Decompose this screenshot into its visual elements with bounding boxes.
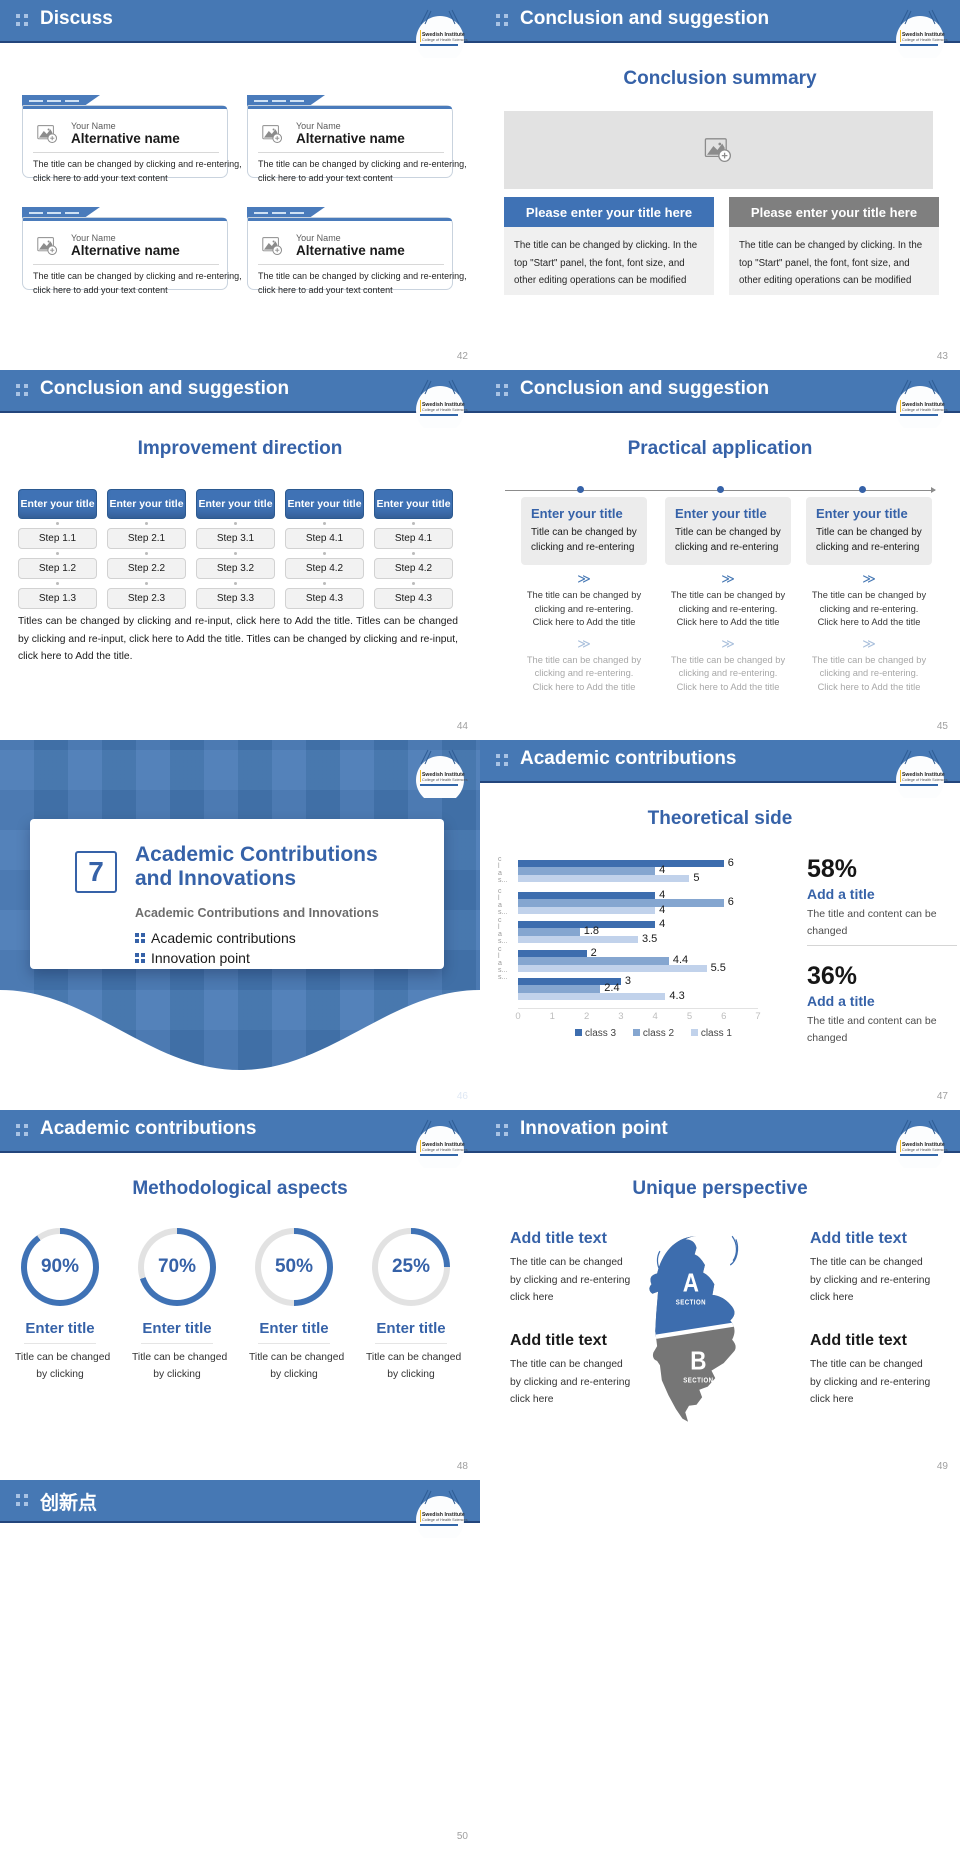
svg-text:SECTION: SECTION: [683, 1377, 713, 1384]
svg-text:A: A: [683, 1269, 699, 1298]
svg-text:B: B: [690, 1347, 706, 1376]
svg-text:SECTION: SECTION: [676, 1299, 706, 1306]
